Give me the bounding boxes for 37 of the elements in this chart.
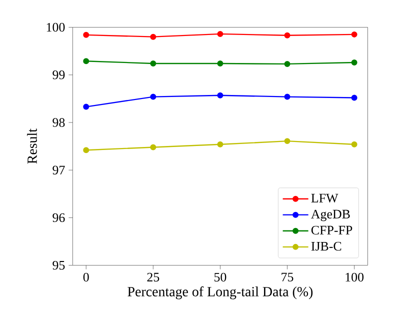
point xyxy=(83,58,90,64)
y-axis-title: Result xyxy=(27,128,37,164)
point xyxy=(351,141,358,148)
point xyxy=(150,94,156,100)
point xyxy=(217,60,224,66)
y-tick-label: 100 xyxy=(46,22,65,32)
y-tick-label: 99 xyxy=(52,70,65,80)
point xyxy=(150,60,156,66)
point xyxy=(351,94,358,101)
point xyxy=(351,60,358,66)
point xyxy=(217,141,224,148)
x-tick-label: 100 xyxy=(346,272,364,282)
x-tick-label: 0 xyxy=(83,272,89,282)
point xyxy=(217,92,224,98)
point xyxy=(150,144,156,150)
point xyxy=(83,104,90,110)
x-tick-label: 75 xyxy=(282,272,294,282)
point xyxy=(284,94,290,100)
x-axis-title: Percentage of Long-tail Data (%) xyxy=(128,286,313,300)
point xyxy=(217,30,224,37)
point xyxy=(284,60,290,67)
point xyxy=(83,32,90,38)
point xyxy=(284,32,290,38)
x-tick-label: 25 xyxy=(147,272,160,282)
legend-label: CFP-FP xyxy=(311,226,352,235)
y-tick-label: 95 xyxy=(52,260,65,270)
legend-label: AgeDB xyxy=(311,210,350,222)
legend-label: IJB-C xyxy=(311,242,342,251)
legend-label: LFW xyxy=(311,194,338,203)
x-tick-label: 50 xyxy=(214,272,226,282)
y-tick-label: 97 xyxy=(52,166,65,174)
point xyxy=(284,138,290,144)
y-tick-label: 98 xyxy=(52,118,65,127)
y-tick-label: 96 xyxy=(52,213,65,222)
point xyxy=(351,31,358,38)
point xyxy=(83,147,90,154)
point xyxy=(150,34,156,40)
